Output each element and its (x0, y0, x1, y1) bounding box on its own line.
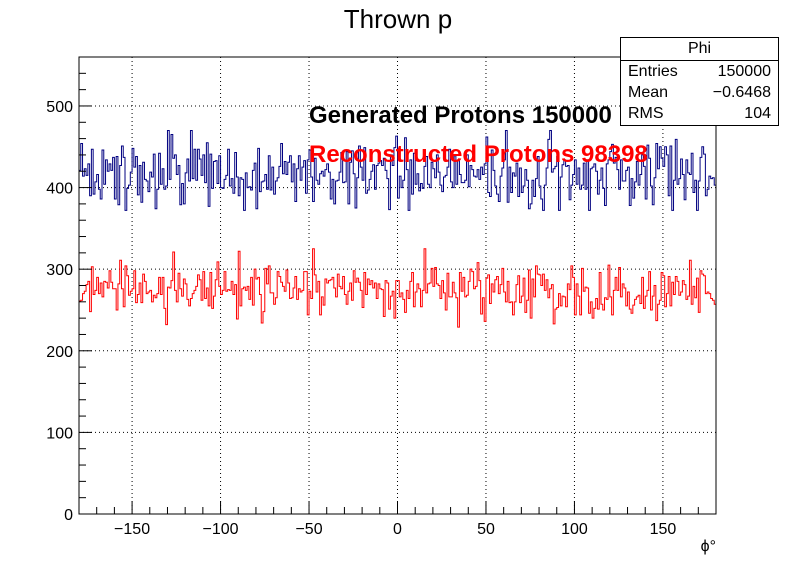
y-tick-label: 400 (46, 181, 73, 198)
stats-value: 150000 (717, 63, 771, 80)
series-reconstructed (79, 248, 716, 328)
stats-row-rms: RMS 104 (621, 103, 778, 124)
chart-title: Thrown p (343, 4, 453, 34)
stats-value: −0.6468 (712, 84, 771, 101)
y-tick-label: 300 (46, 262, 73, 279)
y-tick-label: 200 (46, 344, 73, 361)
x-tick-label: 0 (393, 521, 402, 538)
y-tick-label: 0 (64, 507, 73, 524)
x-tick-label: 100 (561, 521, 588, 538)
stats-row-entries: Entries 150000 (621, 61, 778, 82)
axes: −150 −100 −50 0 50 100 150 0 100 200 300 400 500 (46, 56, 717, 538)
x-tick-label: 50 (477, 521, 495, 538)
x-tick-label: 150 (650, 521, 677, 538)
stats-key: RMS (628, 105, 664, 122)
reconstructed-protons-label: Reconstructed Protons 98398 (309, 141, 648, 168)
x-tick-label: −150 (114, 521, 150, 538)
generated-protons-label: Generated Protons 150000 (309, 102, 612, 129)
histogram-line-generated (79, 129, 716, 211)
histogram-line-reconstructed (79, 248, 716, 328)
stats-box: Phi Entries 150000 Mean −0.6468 RMS 104 (620, 37, 779, 126)
stats-row-mean: Mean −0.6468 (621, 82, 778, 103)
x-tick-label: −100 (203, 521, 239, 538)
x-axis-label: ϕ° (701, 538, 716, 555)
y-tick-label: 500 (46, 99, 73, 116)
stats-key: Mean (628, 84, 669, 101)
stats-value: 104 (744, 105, 771, 122)
x-tick-label: −50 (295, 521, 322, 538)
stats-key: Entries (628, 63, 678, 80)
stats-box-title: Phi (621, 38, 778, 61)
y-tick-label: 100 (46, 425, 73, 442)
series-generated (79, 129, 716, 211)
